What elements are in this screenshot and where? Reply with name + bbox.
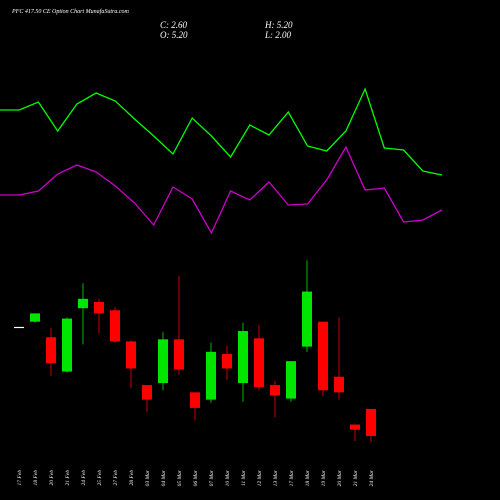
ohlc-close: C: 2.60 <box>160 20 188 30</box>
candle-body <box>238 331 248 383</box>
candle-body <box>46 337 56 364</box>
candle-body <box>190 392 200 408</box>
x-tick-label: 19 Mar <box>321 469 327 486</box>
chart-title: PFC 417.50 CE Option Chart MunafaSutra.c… <box>11 8 130 15</box>
x-tick-label: 18 Feb <box>33 470 39 486</box>
x-tick-label: 28 Feb <box>129 470 135 486</box>
indicator-line <box>0 145 443 235</box>
ohlc-low: L: 2.00 <box>264 30 292 40</box>
x-tick-label: 20 Feb <box>49 470 55 486</box>
x-tick-label: 06 Mar <box>193 469 199 486</box>
x-tick-label: 17 Mar <box>289 469 295 486</box>
ohlc-high: H: 5.20 <box>264 20 293 30</box>
candle-body <box>142 385 152 400</box>
x-tick-label: 20 Mar <box>337 469 343 486</box>
ohlc-open: O: 5.20 <box>160 30 188 40</box>
candle-body <box>158 339 168 383</box>
candle-body <box>14 326 24 329</box>
candle-body <box>78 298 88 309</box>
candle-body <box>62 318 72 372</box>
candle-body <box>350 424 360 430</box>
x-tick-label: 17 Feb <box>17 470 23 486</box>
x-tick-label: 21 Mar <box>353 469 359 486</box>
candle-body <box>254 338 264 388</box>
candle-body <box>206 351 216 400</box>
x-tick-label: 18 Mar <box>305 469 311 486</box>
candle-body <box>302 291 312 347</box>
x-tick-label: 21 Feb <box>65 470 71 486</box>
candle-body <box>174 339 184 370</box>
candle-body <box>270 385 280 396</box>
x-tick-label: 04 Mar <box>160 469 167 486</box>
candle-body <box>110 310 120 342</box>
x-tick-label: 11 Mar <box>241 469 247 486</box>
x-tick-label: 03 Mar <box>145 469 151 486</box>
x-tick-label: 13 Mar <box>273 469 279 486</box>
candle-body <box>366 408 376 436</box>
x-tick-label: 24 Mar <box>368 469 375 486</box>
x-tick-label: 07 Mar <box>209 469 215 486</box>
candle-body <box>222 353 232 369</box>
candle-body <box>318 321 328 391</box>
x-tick-label: 12 Mar <box>257 469 263 486</box>
candle-body <box>334 376 344 393</box>
candle-body <box>30 313 40 322</box>
x-tick-label: 05 Mar <box>177 469 183 486</box>
x-tick-label: 24 Feb <box>80 470 87 486</box>
x-tick-label: 27 Feb <box>113 470 119 486</box>
x-tick-label: 25 Feb <box>97 470 103 486</box>
indicator-line <box>0 87 443 176</box>
candle-body <box>94 301 104 314</box>
x-tick-label: 10 Mar <box>225 469 231 486</box>
candle-body <box>286 361 296 399</box>
candle-body <box>126 341 136 369</box>
